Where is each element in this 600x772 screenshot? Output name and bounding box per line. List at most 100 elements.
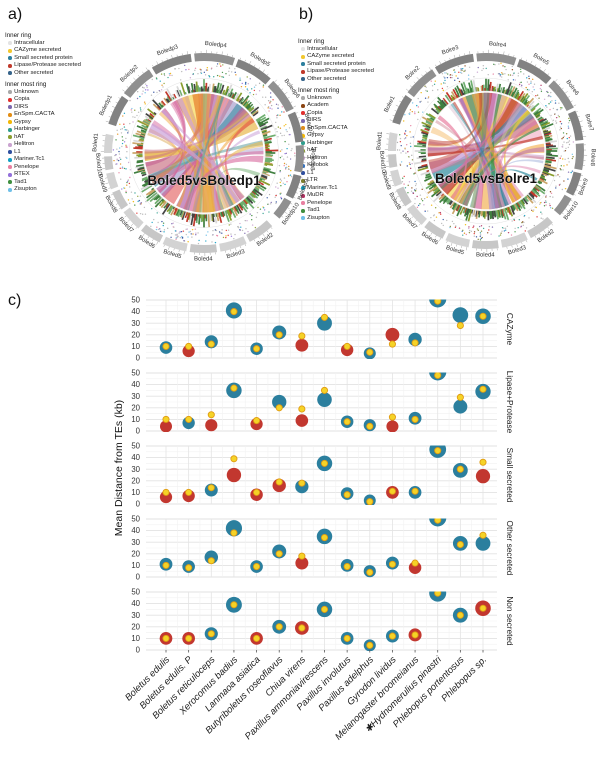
y-tick-label: 50	[131, 442, 140, 451]
yellow-dot	[343, 634, 351, 642]
yellow-dot	[298, 405, 306, 413]
facet-small-secreted: 0 10 20 30 40 50 Small secreted	[131, 442, 515, 509]
legend-panel-a: Inner ring Intracellular CAZyme secreted Sm…	[5, 28, 93, 194]
synteny-chord	[430, 126, 477, 209]
chromosome-label: Boled1	[376, 131, 384, 151]
yellow-dot	[253, 488, 261, 496]
chromosome-segment	[445, 232, 470, 248]
chromosome-segment	[516, 58, 552, 84]
y-tick-label: 10	[131, 415, 140, 424]
yellow-dot	[343, 563, 351, 571]
chromosome-label: Boledp1	[99, 94, 114, 117]
yellow-dot	[253, 345, 261, 353]
synteny-chord	[184, 95, 232, 209]
yellow-dot	[388, 413, 396, 421]
legend-item: Helitron	[5, 141, 93, 149]
legend-item-label: L1	[14, 148, 21, 155]
legend-color-dot	[8, 48, 12, 53]
chromosome-segment	[273, 197, 292, 219]
yellow-dot	[230, 455, 238, 463]
yellow-dot	[411, 631, 419, 639]
y-tick-label: 20	[131, 330, 140, 339]
chromosome-segment	[434, 53, 475, 75]
circos-title: Boled5vsBoledp1	[147, 173, 261, 188]
legend-color-dot	[8, 187, 12, 192]
legend-panel-b: Inner ring Intracellular CAZyme secreted Sm…	[298, 34, 380, 222]
yellow-dot	[253, 634, 261, 642]
legend-color-dot	[301, 201, 305, 206]
legend-item-label: Copia	[14, 96, 30, 102]
yellow-dot	[298, 552, 306, 560]
legend-color-dot	[8, 63, 12, 68]
legend-color-dot	[301, 193, 305, 198]
legend-color-dot	[301, 47, 305, 52]
yellow-dot	[366, 641, 374, 649]
legend-item: Intracellular	[298, 46, 380, 54]
y-tick-label: 40	[131, 526, 140, 535]
chromosome-label: Boled10	[378, 151, 386, 174]
yellow-dot	[162, 415, 170, 423]
yellow-dot	[434, 372, 442, 379]
legend-item-label: Intracellular	[307, 45, 338, 52]
chromosome-segment	[106, 171, 119, 190]
y-tick-label: 20	[131, 622, 140, 631]
legend-item-label: Zisupton	[14, 186, 37, 192]
yellow-dot	[479, 531, 487, 539]
legend-item: Intracellular	[5, 40, 93, 48]
synteny-chord	[427, 135, 544, 157]
y-axis-title: Mean Distance from TEs (kb)	[113, 400, 125, 536]
facet-strip-label: Lipase+Protease	[505, 371, 515, 434]
legend-color-dot	[301, 77, 305, 82]
facet-lipase-protease: 0 10 20 30 40 50 Lipase+Protease	[131, 369, 515, 436]
yellow-dot	[207, 484, 215, 492]
y-tick-label: 0	[136, 500, 141, 509]
synteny-chord	[150, 93, 206, 184]
yellow-dot	[230, 601, 238, 609]
species-circle	[159, 420, 173, 432]
chromosome-segment	[123, 207, 144, 229]
chromosome-label: Bolre4	[489, 41, 508, 49]
legend-item: Harbinger	[5, 126, 93, 134]
legend-item-label: EnSpm.CACTA	[307, 124, 348, 131]
y-tick-label: 0	[136, 646, 141, 655]
facet-strip-label: Other secreted	[505, 521, 515, 576]
y-tick-label: 30	[131, 392, 140, 401]
y-tick-label: 30	[131, 538, 140, 547]
synteny-chord	[144, 93, 215, 160]
y-tick-label: 0	[136, 427, 141, 436]
yellow-dot	[253, 417, 261, 425]
legend-item-label: Helitron	[14, 141, 35, 147]
chromosome-label: Boled5	[445, 245, 465, 256]
legend-item: Other secreted	[298, 76, 380, 84]
legend-color-dot	[301, 133, 305, 138]
yellow-dot	[456, 321, 464, 330]
yellow-dot	[479, 312, 487, 320]
y-tick-label: 30	[131, 319, 140, 328]
legend-item-label: Copia	[307, 109, 323, 116]
legend-item: Small secreted protein	[298, 61, 380, 69]
yellow-dot	[343, 418, 351, 426]
legend-item: EnSpm.CACTA	[298, 125, 380, 133]
chromosome-label: Boledp7	[303, 113, 315, 136]
legend-item: Zisupton	[5, 186, 93, 194]
legend-color-dot	[8, 127, 12, 132]
y-tick-label: 10	[131, 342, 140, 351]
legend-color-dot	[8, 41, 12, 46]
chromosome-segment	[407, 69, 437, 98]
yellow-dot	[275, 404, 283, 412]
legend-item: CAZyme secreted	[5, 47, 93, 55]
chromosome-segment	[407, 204, 427, 225]
legend-color-dot	[301, 111, 305, 116]
legend-color-dot	[301, 141, 305, 146]
legend-item-label: Helitron	[307, 154, 328, 161]
chromosome-label: Bolre2	[405, 65, 422, 82]
legend-item-label: Tad1	[14, 178, 27, 185]
yellow-dot	[434, 591, 442, 597]
legend-item: Penelope	[5, 164, 93, 172]
synteny-chord	[438, 98, 522, 195]
synteny-chord	[428, 92, 493, 170]
chromosome-ring	[388, 53, 584, 250]
y-tick-label: 30	[131, 465, 140, 474]
annotation-blocks-ring	[414, 78, 558, 222]
